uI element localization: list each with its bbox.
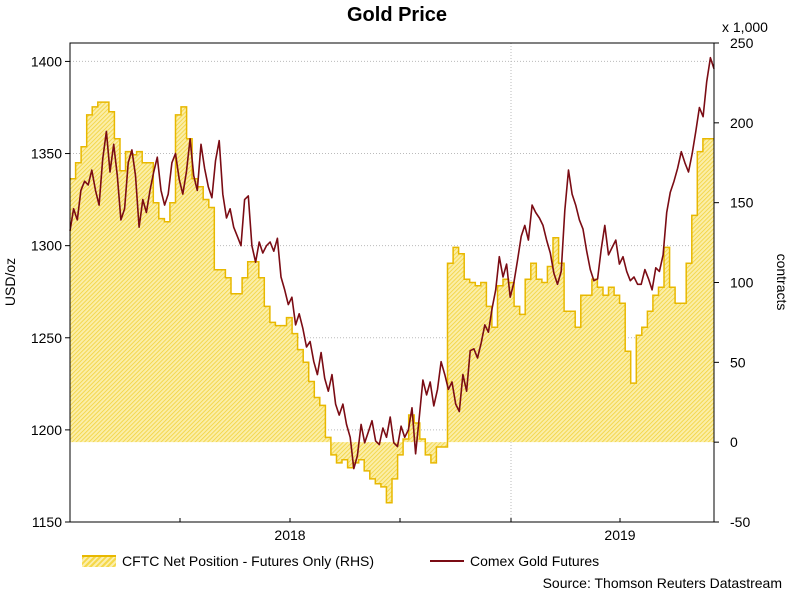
right-tick-label: 50 [730,354,746,370]
left-tick-label: 1150 [32,514,62,530]
right-axis-multiplier: x 1,000 [722,19,768,35]
legend-item-cftc: CFTC Net Position - Futures Only (RHS) [82,553,374,569]
right-tick-label: 100 [730,275,754,291]
x-tick-label: 2018 [274,527,305,543]
legend-item-comex: Comex Gold Futures [430,553,599,569]
comex-line-layer [69,56,715,470]
legend-label-cftc: CFTC Net Position - Futures Only (RHS) [122,553,375,569]
x-axis-ticks: 2018 2019 [179,518,636,543]
left-axis-ticks: 1150 1200 1250 1300 1350 1400 [31,53,70,530]
source-note: Source: Thomson Reuters Datastream [542,575,782,591]
x-tick-label: 2019 [604,527,635,543]
legend-label-comex: Comex Gold Futures [470,553,600,569]
cftc-area-layer [70,101,714,504]
legend-swatch-area [82,555,116,567]
left-tick-label: 1200 [31,422,62,438]
cftc-area-outline [70,101,714,504]
left-tick-label: 1350 [31,146,62,162]
chart-title: Gold Price [346,4,448,26]
legend-swatch-line [430,560,464,562]
right-tick-label: 250 [730,35,754,51]
right-axis-ticks: -50 0 50 100 150 200 250 [714,35,754,530]
left-axis-label: USD/oz [2,258,18,306]
right-tick-label: 0 [730,434,738,450]
right-tick-label: 200 [730,115,754,131]
cftc-area-fill [70,102,714,503]
right-tick-label: 150 [730,195,754,211]
right-axis-label: contracts [774,254,790,311]
left-tick-label: 1250 [31,330,62,346]
right-tick-label: -50 [730,514,750,530]
left-tick-label: 1400 [31,53,62,69]
left-tick-label: 1300 [31,238,62,254]
comex-line [69,56,715,470]
